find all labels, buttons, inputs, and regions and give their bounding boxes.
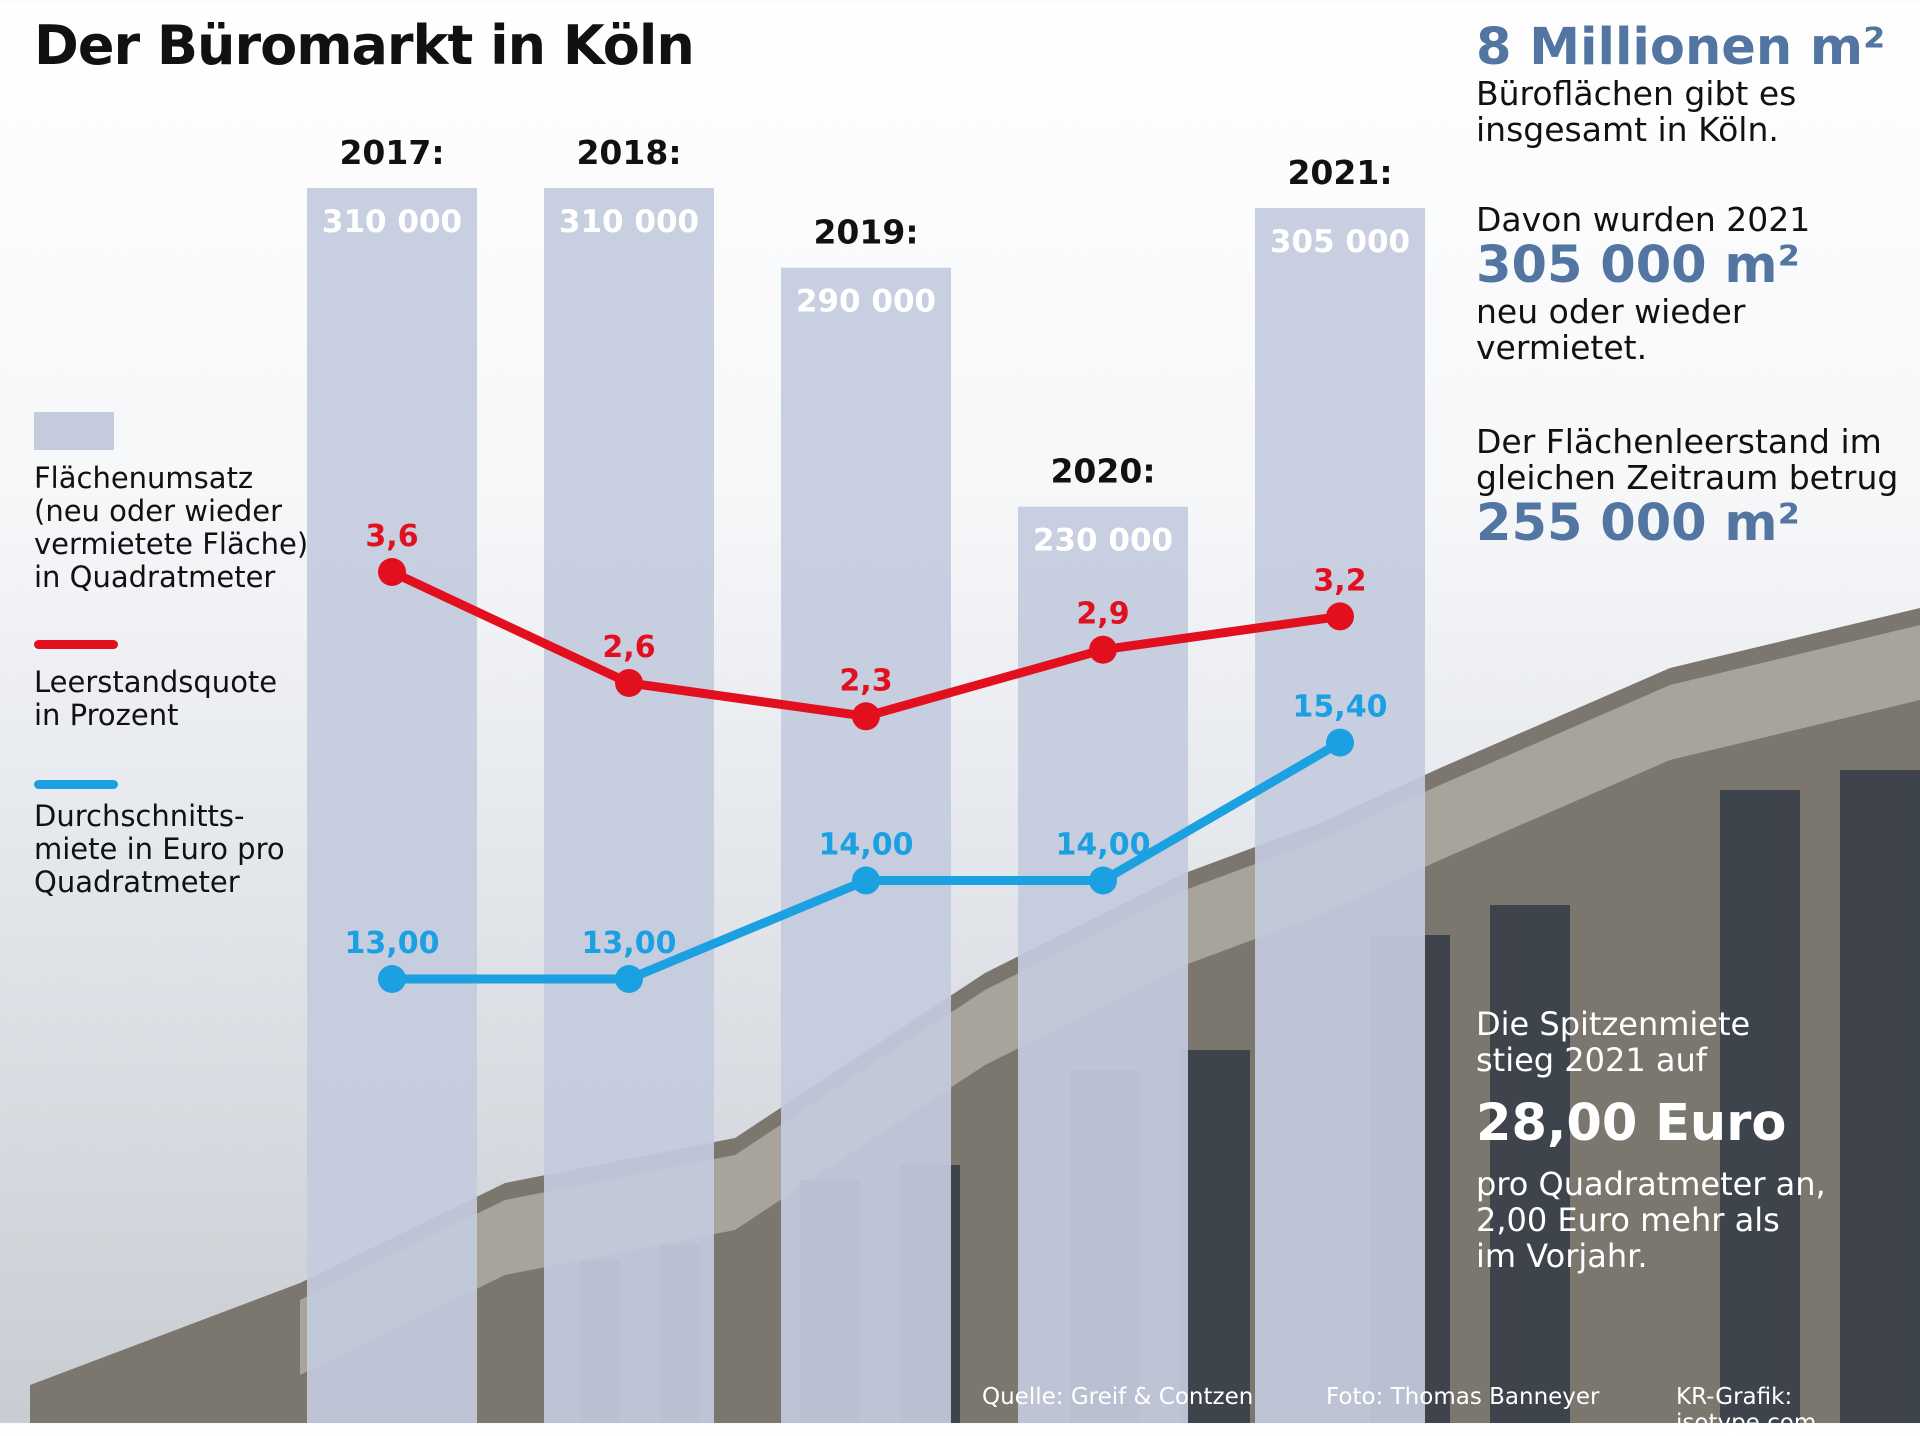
graphic-credit: KR-Grafik: isotype.com <box>1676 1384 1817 1436</box>
fact-text-line: Der Flächenleerstand im <box>1476 422 1882 461</box>
legend-vacancy: Leerstandsquote in Prozent <box>34 666 277 732</box>
legend-vacancy-line: Leerstandsquote <box>34 665 278 699</box>
rent-value-label: 14,00 <box>1056 828 1151 863</box>
bar-value-label: 230 000 <box>1033 523 1173 559</box>
bar <box>307 188 477 1423</box>
bar-value-label: 310 000 <box>322 204 462 240</box>
fact-rented-intro: Davon wurden 2021 <box>1476 200 1811 239</box>
peak-rent-callout: Die Spitzenmiete stieg 2021 auf 28,00 Eu… <box>1476 1006 1826 1274</box>
bar-value-label: 290 000 <box>796 284 936 320</box>
bar-series <box>307 188 1425 1423</box>
vacancy-point <box>378 558 406 586</box>
fact-rented-value: 305 000 m² <box>1476 236 1800 295</box>
photo-credit: Foto: Thomas Banneyer <box>1326 1384 1600 1410</box>
vacancy-point <box>852 702 880 731</box>
callout-text-line: 2,00 Euro mehr als <box>1476 1201 1780 1239</box>
callout-text-line: stieg 2021 auf <box>1476 1041 1708 1079</box>
bar <box>781 267 951 1423</box>
rent-value-label: 13,00 <box>345 926 440 961</box>
fact-text-line: vermietet. <box>1476 328 1648 367</box>
legend-swatch-vacancy <box>34 640 118 649</box>
fact-vacancy-value: 255 000 m² <box>1476 494 1800 553</box>
vacancy-value-label: 3,2 <box>1313 563 1366 598</box>
bar <box>1255 207 1425 1423</box>
fact-rented: Davon wurden 2021 305 000 m² neu oder wi… <box>1476 202 1810 366</box>
vacancy-point <box>1326 602 1354 631</box>
legend-rent-line: Durchschnitts- <box>34 799 245 833</box>
year-label: 2017: <box>339 133 444 172</box>
bar-value-label: 310 000 <box>559 204 699 240</box>
fact-text-line: Büroflächen gibt es <box>1476 74 1797 113</box>
legend-rent-line: Quadratmeter <box>34 865 240 899</box>
rent-point <box>1089 866 1117 895</box>
rent-point <box>1326 728 1354 757</box>
vacancy-value-label: 2,6 <box>602 630 655 665</box>
line-series <box>378 558 1354 993</box>
legend-bars-line: Flächenumsatz <box>34 461 254 495</box>
year-label: 2020: <box>1050 452 1155 491</box>
legend-swatch-bars <box>34 412 114 450</box>
fact-text-line: insgesamt in Köln. <box>1476 110 1779 149</box>
legend-bars-line: vermietete Fläche) <box>34 527 309 561</box>
vacancy-value-label: 3,6 <box>365 519 418 554</box>
chart-labels: 2017: 310 000 2018: 310 000 2019: 290 000 2020… <box>322 133 1410 961</box>
callout-value: 28,00 Euro <box>1476 1094 1787 1153</box>
rent-point <box>852 866 880 895</box>
legend-rent-line: miete in Euro pro <box>34 832 285 866</box>
legend-bars-line: (neu oder wieder <box>34 494 283 528</box>
callout-text-line: Die Spitzenmiete <box>1476 1005 1751 1043</box>
vacancy-value-label: 2,3 <box>839 663 892 698</box>
page-title: Der Büromarkt in Köln <box>34 14 695 77</box>
fact-text-line: gleichen Zeitraum betrug <box>1476 458 1899 497</box>
vacancy-point <box>1089 635 1117 664</box>
legend-vacancy-line: in Prozent <box>34 698 179 732</box>
year-label: 2021: <box>1287 153 1392 192</box>
legend-bars: Flächenumsatz (neu oder wieder vermietet… <box>34 462 308 594</box>
rent-value-label: 15,40 <box>1293 690 1388 725</box>
rent-point <box>615 965 643 993</box>
rent-value-label: 13,00 <box>582 926 677 961</box>
year-label: 2019: <box>813 213 918 252</box>
vacancy-value-label: 2,9 <box>1076 597 1129 632</box>
source-credit: Quelle: Greif & Contzen <box>982 1384 1254 1410</box>
fact-total-area-value: 8 Millionen m² <box>1476 18 1886 77</box>
bar <box>544 188 714 1423</box>
rent-value-label: 14,00 <box>819 828 914 863</box>
year-label: 2018: <box>576 133 681 172</box>
bar-value-label: 305 000 <box>1270 224 1410 260</box>
callout-text-line: im Vorjahr. <box>1476 1237 1648 1275</box>
fact-vacancy: Der Flächenleerstand im gleichen Zeitrau… <box>1476 424 1898 552</box>
legend-bars-line: in Quadratmeter <box>34 560 276 594</box>
legend-swatch-rent <box>34 780 118 789</box>
rent-point <box>378 965 406 993</box>
legend-rent: Durchschnitts- miete in Euro pro Quadrat… <box>34 800 285 899</box>
callout-text-line: pro Quadratmeter an, <box>1476 1165 1826 1203</box>
vacancy-point <box>615 669 643 697</box>
fact-total-area: 8 Millionen m² Büroflächen gibt es insge… <box>1476 20 1885 148</box>
fact-text-line: neu oder wieder <box>1476 292 1746 331</box>
